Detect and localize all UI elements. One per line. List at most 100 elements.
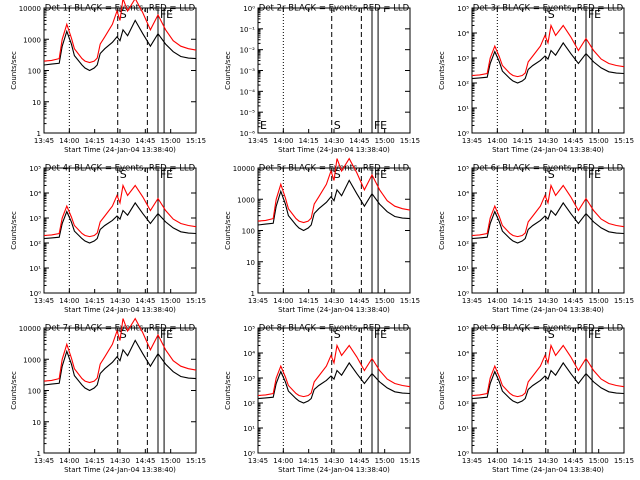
marker-label-E: E [380,328,387,341]
y-tick-label: 10 [32,99,41,107]
marker-label-E: E [166,168,173,181]
x-tick-label: 14:00 [487,457,507,465]
y-tick-label: 10000 [233,165,255,173]
y-tick-label: 10⁵ [457,165,469,173]
x-tick-label: 14:45 [563,137,583,145]
x-axis-label: Start Time (24-Jan-04 13:38:40) [492,146,604,154]
plot-frame [43,327,197,454]
plot-frame [257,7,411,134]
y-tick-label: 10¹ [457,105,469,113]
x-tick-label: 14:15 [513,137,533,145]
y-tick-label: 10⁵ [243,325,255,333]
y-tick-label: 10⁰ [243,5,255,13]
marker-label-E: E [594,328,601,341]
x-tick-label: 14:30 [538,297,558,305]
y-axis-label: Counts/sec [224,51,232,90]
y-tick-label: 10⁵ [29,165,41,173]
y-tick-label: 10² [29,240,41,248]
x-tick-label: 13:45 [34,137,54,145]
y-axis-label: Counts/sec [224,211,232,250]
y-tick-label: 10⁻⁴ [240,88,256,96]
x-tick-label: 14:15 [85,457,105,465]
x-tick-label: 15:15 [186,137,206,145]
plot-frame [471,327,625,454]
x-tick-label: 14:15 [85,297,105,305]
x-tick-label: 14:15 [299,297,319,305]
x-tick-label: 14:45 [563,457,583,465]
x-tick-label: 14:30 [324,137,344,145]
y-tick-label: 10⁻¹ [240,26,256,34]
y-tick-label: 10⁴ [457,190,469,198]
series-line-events [43,201,197,244]
x-axis-label: Start Time (24-Jan-04 13:38:40) [278,466,390,474]
series-line-lld [257,157,411,224]
x-tick-label: 15:15 [614,457,634,465]
series-line-lld [471,343,625,398]
y-tick-label: 10⁴ [243,350,255,358]
x-tick-label: 13:45 [248,137,268,145]
y-tick-label: 10² [243,400,255,408]
x-tick-label: 15:15 [400,297,420,305]
marker-label-F: F [160,8,166,21]
x-tick-label: 14:30 [324,297,344,305]
marker-label-E: E [380,168,387,181]
y-axis-label: Counts/sec [438,51,446,90]
x-tick-label: 15:15 [186,297,206,305]
x-tick-label: 14:45 [563,297,583,305]
marker-label-F: F [160,168,166,181]
y-axis-label: Counts/sec [224,371,232,410]
plot-frame [257,327,411,454]
marker-label-E: E [380,119,387,132]
marker-label-S: S [548,8,555,21]
y-tick-label: 10⁰ [457,290,469,298]
y-tick-label: 10³ [243,375,255,383]
x-tick-label: 14:30 [324,457,344,465]
series-line-events [471,41,625,84]
plot-frame [471,167,625,294]
y-tick-label: 10⁰ [29,290,41,298]
plot-frame [43,7,197,134]
x-tick-label: 13:45 [462,457,482,465]
y-tick-label: 100 [28,68,41,76]
y-tick-label: 10² [457,400,469,408]
series-line-events [471,201,625,244]
x-tick-label: 15:00 [161,457,181,465]
y-tick-label: 10² [457,240,469,248]
x-tick-label: 14:00 [59,297,79,305]
y-axis-label: Counts/sec [10,211,18,250]
y-tick-label: 10¹ [457,425,469,433]
marker-label-S: S [334,328,341,341]
x-tick-label: 15:00 [375,297,395,305]
y-tick-label: 10⁴ [457,30,469,38]
x-tick-label: 15:15 [614,297,634,305]
x-tick-label: 13:45 [248,457,268,465]
x-tick-label: 14:30 [538,137,558,145]
x-tick-label: 14:45 [349,137,369,145]
y-tick-label: 10⁻⁵ [240,109,256,117]
y-tick-label: 10⁵ [457,325,469,333]
y-tick-label: 10⁴ [457,350,469,358]
y-tick-label: 10⁻⁶ [240,130,256,138]
y-tick-label: 10⁻² [240,47,256,55]
marker-label-F: F [374,328,380,341]
x-tick-label: 13:45 [34,457,54,465]
series-line-events [471,361,625,404]
y-tick-label: 10³ [457,215,469,223]
x-axis-label: Start Time (24-Jan-04 13:38:40) [492,306,604,314]
marker-label-F: F [374,168,380,181]
y-axis-label: Counts/sec [10,371,18,410]
y-tick-label: 10⁻³ [240,68,256,76]
y-axis-label: Counts/sec [438,211,446,250]
plot-frame [43,167,197,294]
x-tick-label: 14:15 [299,137,319,145]
series-line-lld [471,23,625,78]
x-tick-label: 14:45 [135,457,155,465]
series-line-lld [43,317,197,384]
